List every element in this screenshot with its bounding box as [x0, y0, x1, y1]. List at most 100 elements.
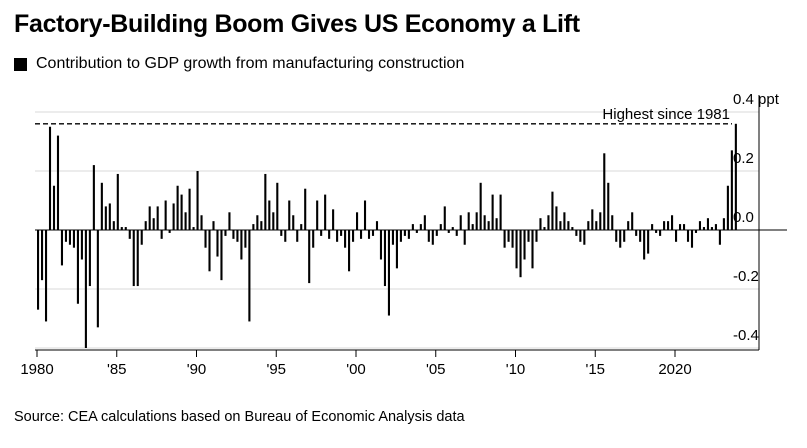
bar — [671, 215, 674, 230]
bar — [523, 230, 526, 260]
bar — [678, 224, 682, 230]
bar — [734, 123, 737, 230]
bar — [403, 230, 406, 236]
bar — [439, 224, 442, 230]
bar — [304, 188, 307, 230]
gridlines — [35, 111, 759, 349]
bar — [694, 230, 698, 233]
bar — [722, 218, 725, 230]
bar — [555, 206, 558, 230]
bar — [332, 209, 335, 230]
x-tick-label: '15 — [585, 361, 605, 378]
bar — [575, 230, 578, 236]
bar — [702, 227, 706, 230]
bar — [587, 221, 590, 230]
bar — [37, 230, 40, 310]
y-tick-label: 0.0 — [733, 209, 754, 226]
bar — [180, 194, 183, 230]
axes: 1980 '85 '90 '95 '00 '05 '10 '15 2020 0.4 ppt 0.2 0… — [20, 91, 787, 378]
bar — [527, 230, 530, 242]
bar — [80, 230, 83, 260]
bar — [152, 218, 155, 230]
reference-line-group: Highest since 1981 — [35, 106, 732, 125]
bar — [76, 230, 79, 304]
bar — [236, 230, 239, 242]
bar — [710, 227, 713, 230]
bar — [92, 165, 95, 230]
bar — [52, 185, 56, 230]
bar — [423, 215, 426, 230]
bar — [467, 212, 470, 230]
bar — [611, 215, 614, 230]
bar — [352, 230, 355, 242]
bar — [256, 215, 259, 230]
bar — [639, 230, 642, 242]
bar — [503, 230, 506, 248]
bar — [491, 194, 494, 230]
bar — [212, 221, 215, 230]
bar — [730, 150, 733, 230]
bar — [72, 230, 75, 248]
bar — [595, 221, 598, 230]
bar — [244, 230, 247, 248]
bar — [463, 230, 466, 245]
bar — [583, 230, 586, 245]
bar — [120, 227, 123, 230]
bar — [447, 230, 450, 233]
bar — [507, 230, 510, 242]
bar — [375, 221, 379, 230]
bar — [551, 191, 554, 230]
bar — [124, 227, 127, 230]
bar — [68, 230, 71, 245]
bar — [104, 206, 107, 230]
bar — [336, 230, 339, 242]
bar — [300, 224, 303, 230]
bar — [519, 230, 522, 278]
bar — [659, 230, 662, 236]
bar — [220, 230, 223, 281]
bar — [627, 221, 630, 230]
bars — [37, 123, 737, 348]
bar — [399, 230, 402, 242]
x-tick-label: '95 — [266, 361, 286, 378]
legend-label: Contribution to GDP growth from manufact… — [36, 55, 465, 72]
bar — [184, 212, 187, 230]
bar — [204, 230, 207, 248]
reference-line-label: Highest since 1981 — [602, 106, 730, 123]
bar — [451, 227, 454, 230]
bar — [316, 200, 319, 230]
bar — [108, 203, 111, 230]
bar — [288, 200, 291, 230]
bar — [515, 230, 518, 269]
x-tick-label: '85 — [107, 361, 127, 378]
bar — [128, 230, 131, 239]
bar — [563, 212, 566, 230]
bar — [475, 212, 478, 230]
bar — [248, 230, 251, 322]
bar — [706, 218, 709, 230]
bar — [539, 218, 542, 230]
bar — [455, 230, 458, 236]
bar — [427, 230, 430, 242]
bar — [487, 221, 490, 230]
bar — [240, 230, 243, 260]
bar — [591, 209, 594, 230]
bar — [419, 224, 422, 230]
bar — [328, 230, 331, 239]
bar — [224, 230, 227, 236]
x-tick-label: '00 — [346, 361, 366, 378]
bar — [367, 230, 371, 239]
bar — [48, 126, 52, 230]
bar — [156, 206, 159, 230]
bar — [391, 230, 394, 245]
bar — [675, 230, 678, 242]
bar — [136, 230, 139, 287]
bar — [359, 230, 363, 239]
bar — [407, 230, 410, 239]
bar — [495, 218, 498, 230]
bar — [264, 173, 267, 230]
bar — [192, 227, 195, 230]
bar — [200, 215, 203, 230]
source-note: Source: CEA calculations based on Bureau… — [14, 409, 465, 425]
